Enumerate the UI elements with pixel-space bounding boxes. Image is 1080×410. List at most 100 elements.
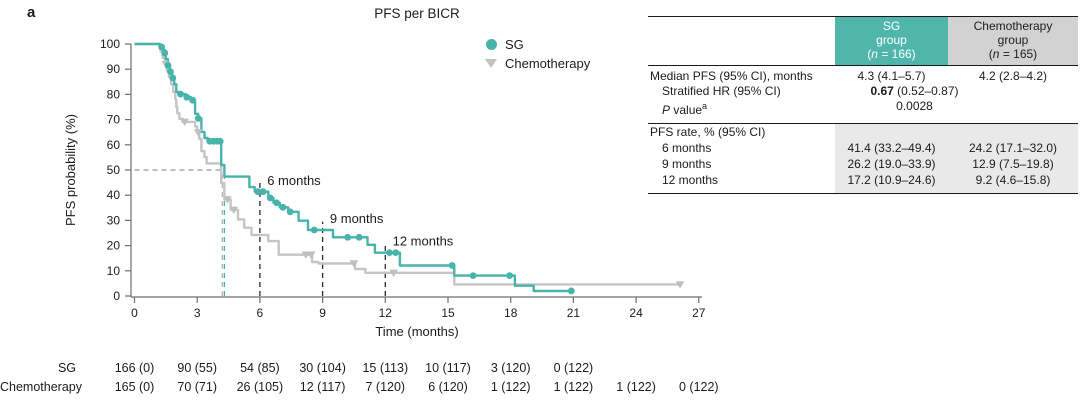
summary-table-header: SG group (n = 166) Chemotherapy group (n…: [648, 16, 1078, 65]
x-tick-label: 24: [629, 306, 643, 320]
rate-12mo-label: 12 months: [662, 173, 719, 187]
y-tick-label: 70: [107, 113, 121, 127]
y-tick-label: 90: [107, 62, 121, 76]
risk-row-label: SG: [57, 361, 76, 375]
censor-mark-sg: [167, 68, 174, 76]
x-tick-label: 6: [257, 306, 264, 320]
y-tick-label: 30: [107, 213, 121, 227]
rate-6mo-label: 6 months: [662, 141, 712, 155]
median-pfs-label: Median PFS (95% CI), months: [650, 69, 813, 83]
rate-6mo-chemo: 24.2 (17.1–32.0): [948, 140, 1078, 156]
x-tick-label: 18: [504, 306, 518, 320]
summary-section-pfs-rate: PFS rate, % (95% CI) 6 months 41.4 (33.2…: [648, 123, 1078, 194]
km-plot: 0 3 6 9 12 15 18 21 24 27 0 10 20 30 40 50 60 70 80 90 100 PF…: [63, 37, 706, 339]
censor-mark-sg: [169, 74, 177, 82]
plot-title: PFS per BICR: [374, 6, 460, 21]
x-tick-label: 9: [319, 306, 326, 320]
pfs-rate-header-label: PFS rate, % (95% CI): [650, 125, 766, 139]
censor-mark-chemotherapy: [229, 206, 239, 215]
rate-12mo-sg: 17.2 (10.9–24.6): [835, 172, 948, 188]
censor-mark-sg: [158, 43, 166, 51]
censor-mark-sg: [189, 96, 197, 104]
y-tick-label: 60: [107, 138, 121, 152]
stratified-hr-label: Stratified HR (95% CI): [662, 84, 781, 98]
risk-value: 165 (0): [114, 380, 155, 394]
summary-section-median: Median PFS (95% CI), months 4.3 (4.1–5.7…: [648, 65, 1078, 123]
rate-12mo-chemo: 9.2 (4.6–15.8): [948, 172, 1078, 188]
stratified-hr-value: 0.67 (0.52–0.87): [870, 84, 959, 98]
censor-mark-sg: [259, 188, 267, 196]
risk-value: 90 (55): [177, 361, 217, 375]
censor-mark-chemotherapy: [389, 269, 398, 278]
risk-value: 0 (122): [678, 380, 719, 394]
x-tick-label: 0: [131, 306, 138, 320]
risk-value: 1 (122): [490, 380, 531, 394]
y-tick-label: 100: [100, 37, 120, 51]
censor-mark-sg: [266, 194, 274, 202]
rate-9mo-chemo: 12.9 (7.5–19.8): [948, 156, 1078, 172]
legend: SG Chemotherapy: [483, 35, 590, 73]
rate-6mo-sg: 41.4 (33.2–49.4): [835, 140, 948, 156]
censor-mark-sg: [164, 62, 172, 69]
y-tick-label: 20: [107, 239, 121, 253]
censor-mark-sg: [216, 137, 224, 145]
risk-value: 10 (117): [425, 361, 471, 375]
legend-label-sg: SG: [505, 37, 524, 52]
risk-row-sg: SG 166 (0) 90 (55) 54 (85) 30 (104) 15 (113) 1…: [0, 361, 1080, 377]
risk-value: 1 (122): [553, 380, 594, 394]
censor-mark-chemotherapy: [180, 118, 189, 127]
summary-table: SG group (n = 166) Chemotherapy group (n…: [648, 16, 1078, 194]
median-pfs-sg-value: 4.3 (4.1–5.7): [857, 69, 926, 83]
risk-value: 12 (117): [299, 380, 346, 394]
censor-mark-chemotherapy: [306, 251, 316, 259]
x-tick-label: 12: [379, 306, 393, 320]
censor-mark-sg: [183, 93, 191, 101]
censor-mark-chemotherapy: [193, 129, 203, 137]
censor-mark-chemotherapy: [223, 196, 232, 204]
censor-mark-sg: [355, 233, 363, 241]
risk-value: 0 (122): [553, 361, 594, 375]
y-tick-label: 40: [107, 188, 121, 202]
annotation-label: 9 months: [330, 211, 384, 226]
censor-mark-sg: [273, 199, 281, 207]
y-tick-label: 80: [107, 87, 121, 101]
median-pfs-chemo-value: 4.2 (2.8–4.2): [978, 69, 1048, 83]
sg-circle-icon: [483, 39, 499, 50]
header-chemotherapy-group: Chemotherapy group (n = 165): [948, 17, 1078, 65]
censor-mark-chemotherapy: [675, 281, 685, 289]
x-tick-label: 27: [692, 306, 706, 320]
p-value-label: P valuea: [662, 101, 708, 117]
y-axis-title: PFS probability (%): [63, 114, 78, 226]
risk-value: 3 (120): [490, 361, 531, 375]
annotation-label: 6 months: [267, 173, 321, 188]
censor-mark-sg: [392, 249, 400, 257]
p-value: 0.0028: [896, 99, 933, 113]
censor-mark-sg: [254, 188, 262, 196]
legend-label-chemotherapy: Chemotherapy: [505, 56, 591, 71]
risk-value: 166 (0): [114, 361, 155, 375]
risk-row-label: Chemotherapy: [0, 380, 82, 394]
risk-value: 30 (104): [299, 361, 346, 375]
header-empty-cell: [648, 17, 835, 65]
risk-value: 15 (113): [362, 361, 409, 375]
censor-mark-sg: [177, 90, 184, 98]
censor-mark-sg: [506, 272, 514, 279]
censor-mark-sg: [448, 262, 456, 269]
censor-mark-sg: [386, 249, 393, 257]
censor-mark-sg: [344, 233, 352, 241]
censor-mark-sg: [279, 203, 287, 211]
censor-mark-sg: [310, 226, 318, 234]
censor-mark-sg: [567, 287, 575, 295]
rate-9mo-sg: 26.2 (19.0–33.9): [835, 156, 948, 172]
x-tick-label: 15: [441, 306, 455, 320]
chemotherapy-triangle-icon: [483, 59, 499, 68]
x-axis-title: Time (months): [375, 324, 458, 339]
rate-9mo-label: 9 months: [662, 157, 712, 171]
censor-mark-sg: [469, 272, 477, 279]
y-tick-label: 50: [107, 163, 121, 177]
y-tick-label: 0: [113, 289, 120, 303]
risk-value: 70 (71): [177, 380, 217, 394]
censor-mark-sg: [161, 49, 169, 57]
risk-value: 7 (120): [365, 380, 406, 394]
